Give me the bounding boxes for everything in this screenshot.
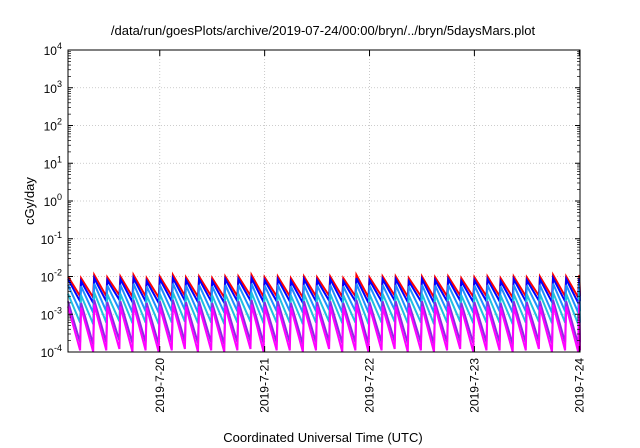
x-tick-label: 2019-7-22	[363, 358, 377, 413]
y-tick-label: 10-1	[41, 230, 62, 247]
y-tick-label: 103	[44, 79, 62, 96]
y-tick-label: 10-4	[41, 343, 62, 360]
y-tick-label: 10-2	[41, 268, 62, 285]
y-tick-label: 10-3	[41, 305, 62, 322]
x-tick-label: 2019-7-20	[153, 358, 167, 413]
grid-lines	[68, 50, 580, 352]
y-tick-label: 104	[44, 41, 62, 58]
x-tick-label: 2019-7-23	[467, 358, 481, 413]
x-ticks: 2019-7-20 2019-7-21 2019-7-22 2019-7-23 2019…	[153, 50, 586, 413]
series-line-6	[67, 304, 581, 353]
x-axis-label: Coordinated Universal Time (UTC)	[223, 430, 422, 445]
x-tick-label: 2019-7-21	[258, 358, 272, 413]
series-layer	[67, 271, 581, 353]
chart-title: /data/run/goesPlots/archive/2019-07-24/0…	[111, 23, 536, 38]
x-tick-label: 2019-7-24	[572, 358, 586, 413]
y-tick-label: 100	[44, 192, 62, 209]
y-tick-label: 101	[44, 154, 62, 171]
y-ticks: 10-4 10-3 10-2 10-1 100 101 102 103 104	[41, 41, 580, 360]
y-axis-label: cGy/day	[22, 177, 37, 225]
y-tick-label: 102	[44, 117, 62, 134]
